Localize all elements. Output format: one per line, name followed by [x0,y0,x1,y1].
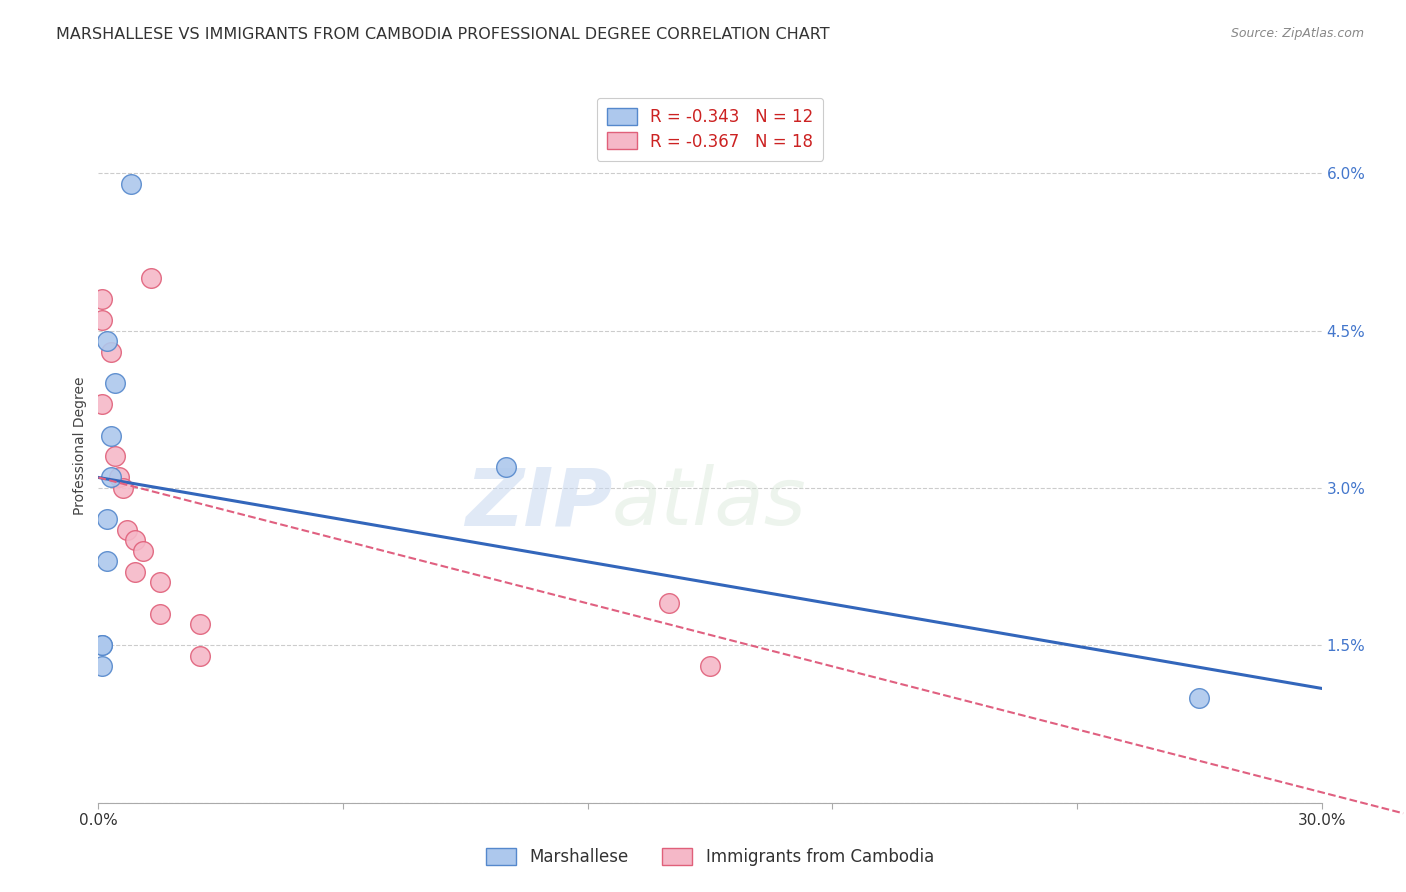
Point [132,544,155,558]
Point [91,313,114,327]
Text: Source: ZipAtlas.com: Source: ZipAtlas.com [1230,27,1364,40]
Point [104,450,127,464]
Point [188,617,212,632]
Y-axis label: Professional Degree: Professional Degree [73,376,87,516]
Point [120,177,142,191]
Point [91,397,114,411]
Text: MARSHALLESE VS IMMIGRANTS FROM CAMBODIA PROFESSIONAL DEGREE CORRELATION CHART: MARSHALLESE VS IMMIGRANTS FROM CAMBODIA … [56,27,830,42]
Point [104,376,127,390]
Point [91,639,114,653]
Point [141,271,163,285]
Point [495,460,517,475]
Point [124,565,146,579]
Point [96,554,118,568]
Legend: Marshallese, Immigrants from Cambodia: Marshallese, Immigrants from Cambodia [479,841,941,873]
Point [111,481,134,495]
Point [91,292,114,306]
Text: atlas: atlas [612,464,807,542]
Point [149,575,172,590]
Point [188,648,212,663]
Point [124,533,146,548]
Point [1188,690,1211,705]
Point [108,470,131,484]
Point [96,334,118,348]
Point [100,344,122,359]
Point [96,512,118,526]
Point [91,659,114,673]
Point [100,470,122,484]
Point [699,659,721,673]
Point [149,607,172,621]
Point [100,428,122,442]
Point [115,523,138,537]
Text: ZIP: ZIP [465,464,612,542]
Point [91,639,114,653]
Point [658,596,681,610]
